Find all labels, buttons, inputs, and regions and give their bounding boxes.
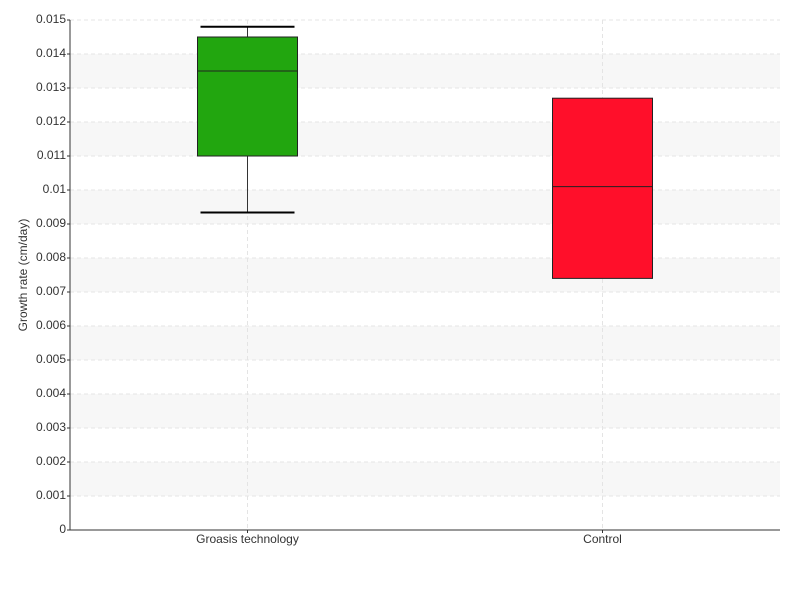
box: [552, 97, 653, 279]
x-tick-label: Control: [583, 532, 622, 546]
y-tick-label: 0.005: [36, 352, 66, 366]
y-tick-label: 0.011: [37, 148, 66, 162]
box: [197, 36, 298, 157]
y-tick-label: 0.012: [36, 114, 66, 128]
y-tick-label: 0.015: [36, 12, 66, 26]
y-tick-label: 0.013: [36, 80, 66, 94]
y-tick-label: 0.001: [36, 488, 66, 502]
grid-band: [70, 462, 780, 496]
y-tick-label: 0.014: [36, 46, 66, 60]
y-tick-label: 0.002: [36, 454, 66, 468]
grid-band: [70, 122, 780, 156]
y-tick-label: 0: [59, 522, 66, 536]
grid-band: [70, 258, 780, 292]
grid-band: [70, 54, 780, 88]
grid-band: [70, 394, 780, 428]
y-tick-label: 0.007: [36, 284, 66, 298]
y-axis-label: Growth rate (cm/day): [16, 219, 30, 332]
y-tick-label: 0.004: [36, 386, 66, 400]
x-tick-label: Groasis technology: [196, 532, 299, 546]
grid-band: [70, 190, 780, 224]
y-tick-label: 0.006: [36, 318, 66, 332]
y-tick-label: 0.008: [36, 250, 66, 264]
grid-band: [70, 326, 780, 360]
y-tick-label: 0.01: [43, 182, 67, 196]
y-tick-label: 0.003: [36, 420, 66, 434]
y-tick-label: 0.009: [36, 216, 66, 230]
